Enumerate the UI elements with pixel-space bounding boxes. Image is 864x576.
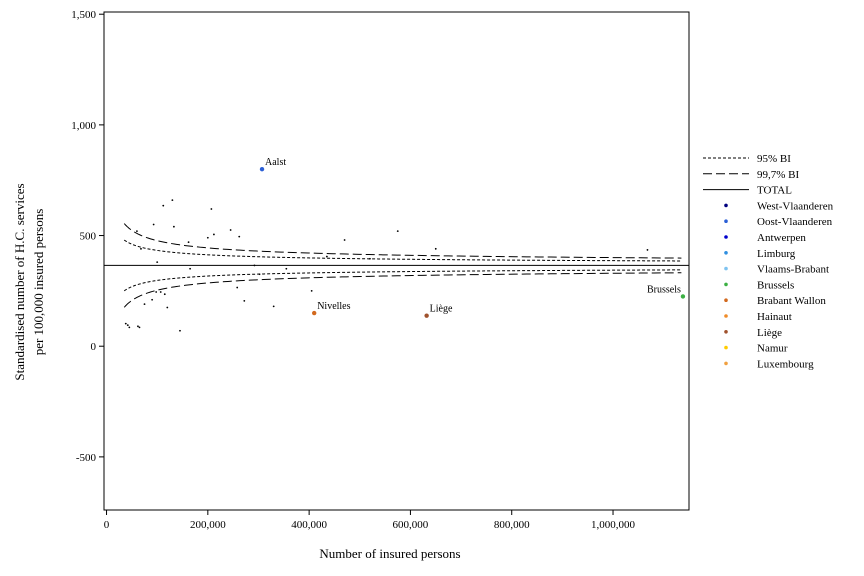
data-point <box>646 249 649 251</box>
data-point <box>124 322 127 325</box>
legend-marker <box>724 330 728 334</box>
data-point <box>163 293 166 296</box>
data-point <box>206 236 209 239</box>
y-axis-label-line-1: Standardised number of H.C. services <box>12 183 27 380</box>
point-label: Aalst <box>265 157 286 168</box>
legend-marker <box>724 314 728 318</box>
legend-label: West-Vlaanderen <box>757 200 834 212</box>
data-point <box>236 286 239 289</box>
legend-label: TOTAL <box>757 185 792 197</box>
legend-label: Brussels <box>757 279 794 291</box>
data-point <box>187 241 190 244</box>
data-point <box>310 289 313 292</box>
data-point <box>128 326 131 329</box>
upper-997-limit-line <box>123 223 682 259</box>
data-point <box>229 229 232 231</box>
legend-marker <box>724 266 728 271</box>
data-point <box>396 230 399 233</box>
lower-95-limit-line <box>123 269 682 292</box>
highlighted-point <box>259 166 265 172</box>
axes-layer: 0 200,000 400,000 600,000 800,000 1,000,000 -5… <box>71 9 635 531</box>
x-tick-label: 0 <box>104 519 110 531</box>
data-point <box>258 273 261 276</box>
data-point <box>189 267 192 270</box>
point-label: Nivelles <box>317 301 350 312</box>
data-point <box>238 235 241 238</box>
data-point <box>243 299 246 302</box>
legend-marker <box>724 219 728 223</box>
legend-label: Limburg <box>757 248 796 260</box>
data-point <box>369 257 371 260</box>
data-point <box>343 239 346 241</box>
legend-marker <box>724 251 728 255</box>
highlighted-point <box>680 294 686 299</box>
data-point <box>136 230 138 233</box>
y-tick-label: 1,000 <box>71 120 96 132</box>
data-point <box>138 326 141 329</box>
control-limit-layer <box>104 223 689 308</box>
data-point <box>156 261 159 264</box>
highlighted-point <box>424 313 429 318</box>
data-point <box>210 208 213 210</box>
legend-label: Namur <box>757 343 788 355</box>
legend-label: Antwerpen <box>757 232 806 244</box>
legend-marker <box>724 235 728 239</box>
data-point <box>151 298 154 301</box>
data-point <box>171 199 174 202</box>
data-point <box>166 306 169 309</box>
point-label: Brussels <box>647 284 681 295</box>
legend-marker <box>724 282 728 287</box>
y-tick-label: 0 <box>91 341 97 353</box>
legend-marker <box>724 298 728 303</box>
x-tick-label: 200,000 <box>190 519 226 531</box>
data-point <box>179 329 181 332</box>
legend-label: Oost-Vlaanderen <box>757 216 833 228</box>
legend-label: Hainaut <box>757 311 792 323</box>
legend: 95% BI 99,7% BI TOTAL West-Vlaanderen Oost-V… <box>703 153 834 370</box>
y-tick-label: -500 <box>76 452 97 464</box>
data-point <box>434 247 437 250</box>
data-point <box>285 267 288 270</box>
legend-label: 99,7% BI <box>757 169 800 181</box>
highlighted-point <box>311 310 317 316</box>
y-axis-label-line-2: per 100,000 insured persons <box>31 209 46 356</box>
data-point <box>172 225 175 228</box>
point-label: Liège <box>430 304 453 315</box>
lower-997-limit-line <box>123 272 682 308</box>
data-point <box>143 303 146 306</box>
legend-label: Liège <box>757 327 782 339</box>
x-tick-label: 800,000 <box>494 519 530 531</box>
data-point <box>155 291 158 293</box>
data-point <box>140 247 142 250</box>
y-tick-label: 1,500 <box>71 9 96 21</box>
legend-label: Vlaams-Brabant <box>757 264 829 276</box>
data-point-layer: Aalst Nivelles Liège Brussels <box>124 157 686 332</box>
data-point <box>159 291 162 293</box>
upper-95-limit-line <box>123 239 682 262</box>
data-point <box>213 233 215 236</box>
x-tick-label: 600,000 <box>393 519 429 531</box>
x-axis-label: Number of insured persons <box>319 546 460 561</box>
data-point <box>272 305 275 308</box>
legend-label: Luxembourg <box>757 358 814 370</box>
legend-marker <box>724 345 728 350</box>
legend-marker <box>724 203 728 208</box>
data-point <box>152 223 155 226</box>
plot-frame <box>103 11 690 511</box>
legend-marker <box>724 361 728 366</box>
data-point <box>137 325 139 328</box>
x-tick-label: 1,000,000 <box>591 519 636 531</box>
legend-label: 95% BI <box>757 153 791 165</box>
x-tick-label: 400,000 <box>291 519 327 531</box>
data-point <box>162 204 165 207</box>
y-tick-label: 500 <box>80 231 97 243</box>
data-point <box>325 255 328 258</box>
data-point <box>126 324 129 327</box>
data-point <box>253 264 256 267</box>
legend-label: Brabant Wallon <box>757 295 826 307</box>
